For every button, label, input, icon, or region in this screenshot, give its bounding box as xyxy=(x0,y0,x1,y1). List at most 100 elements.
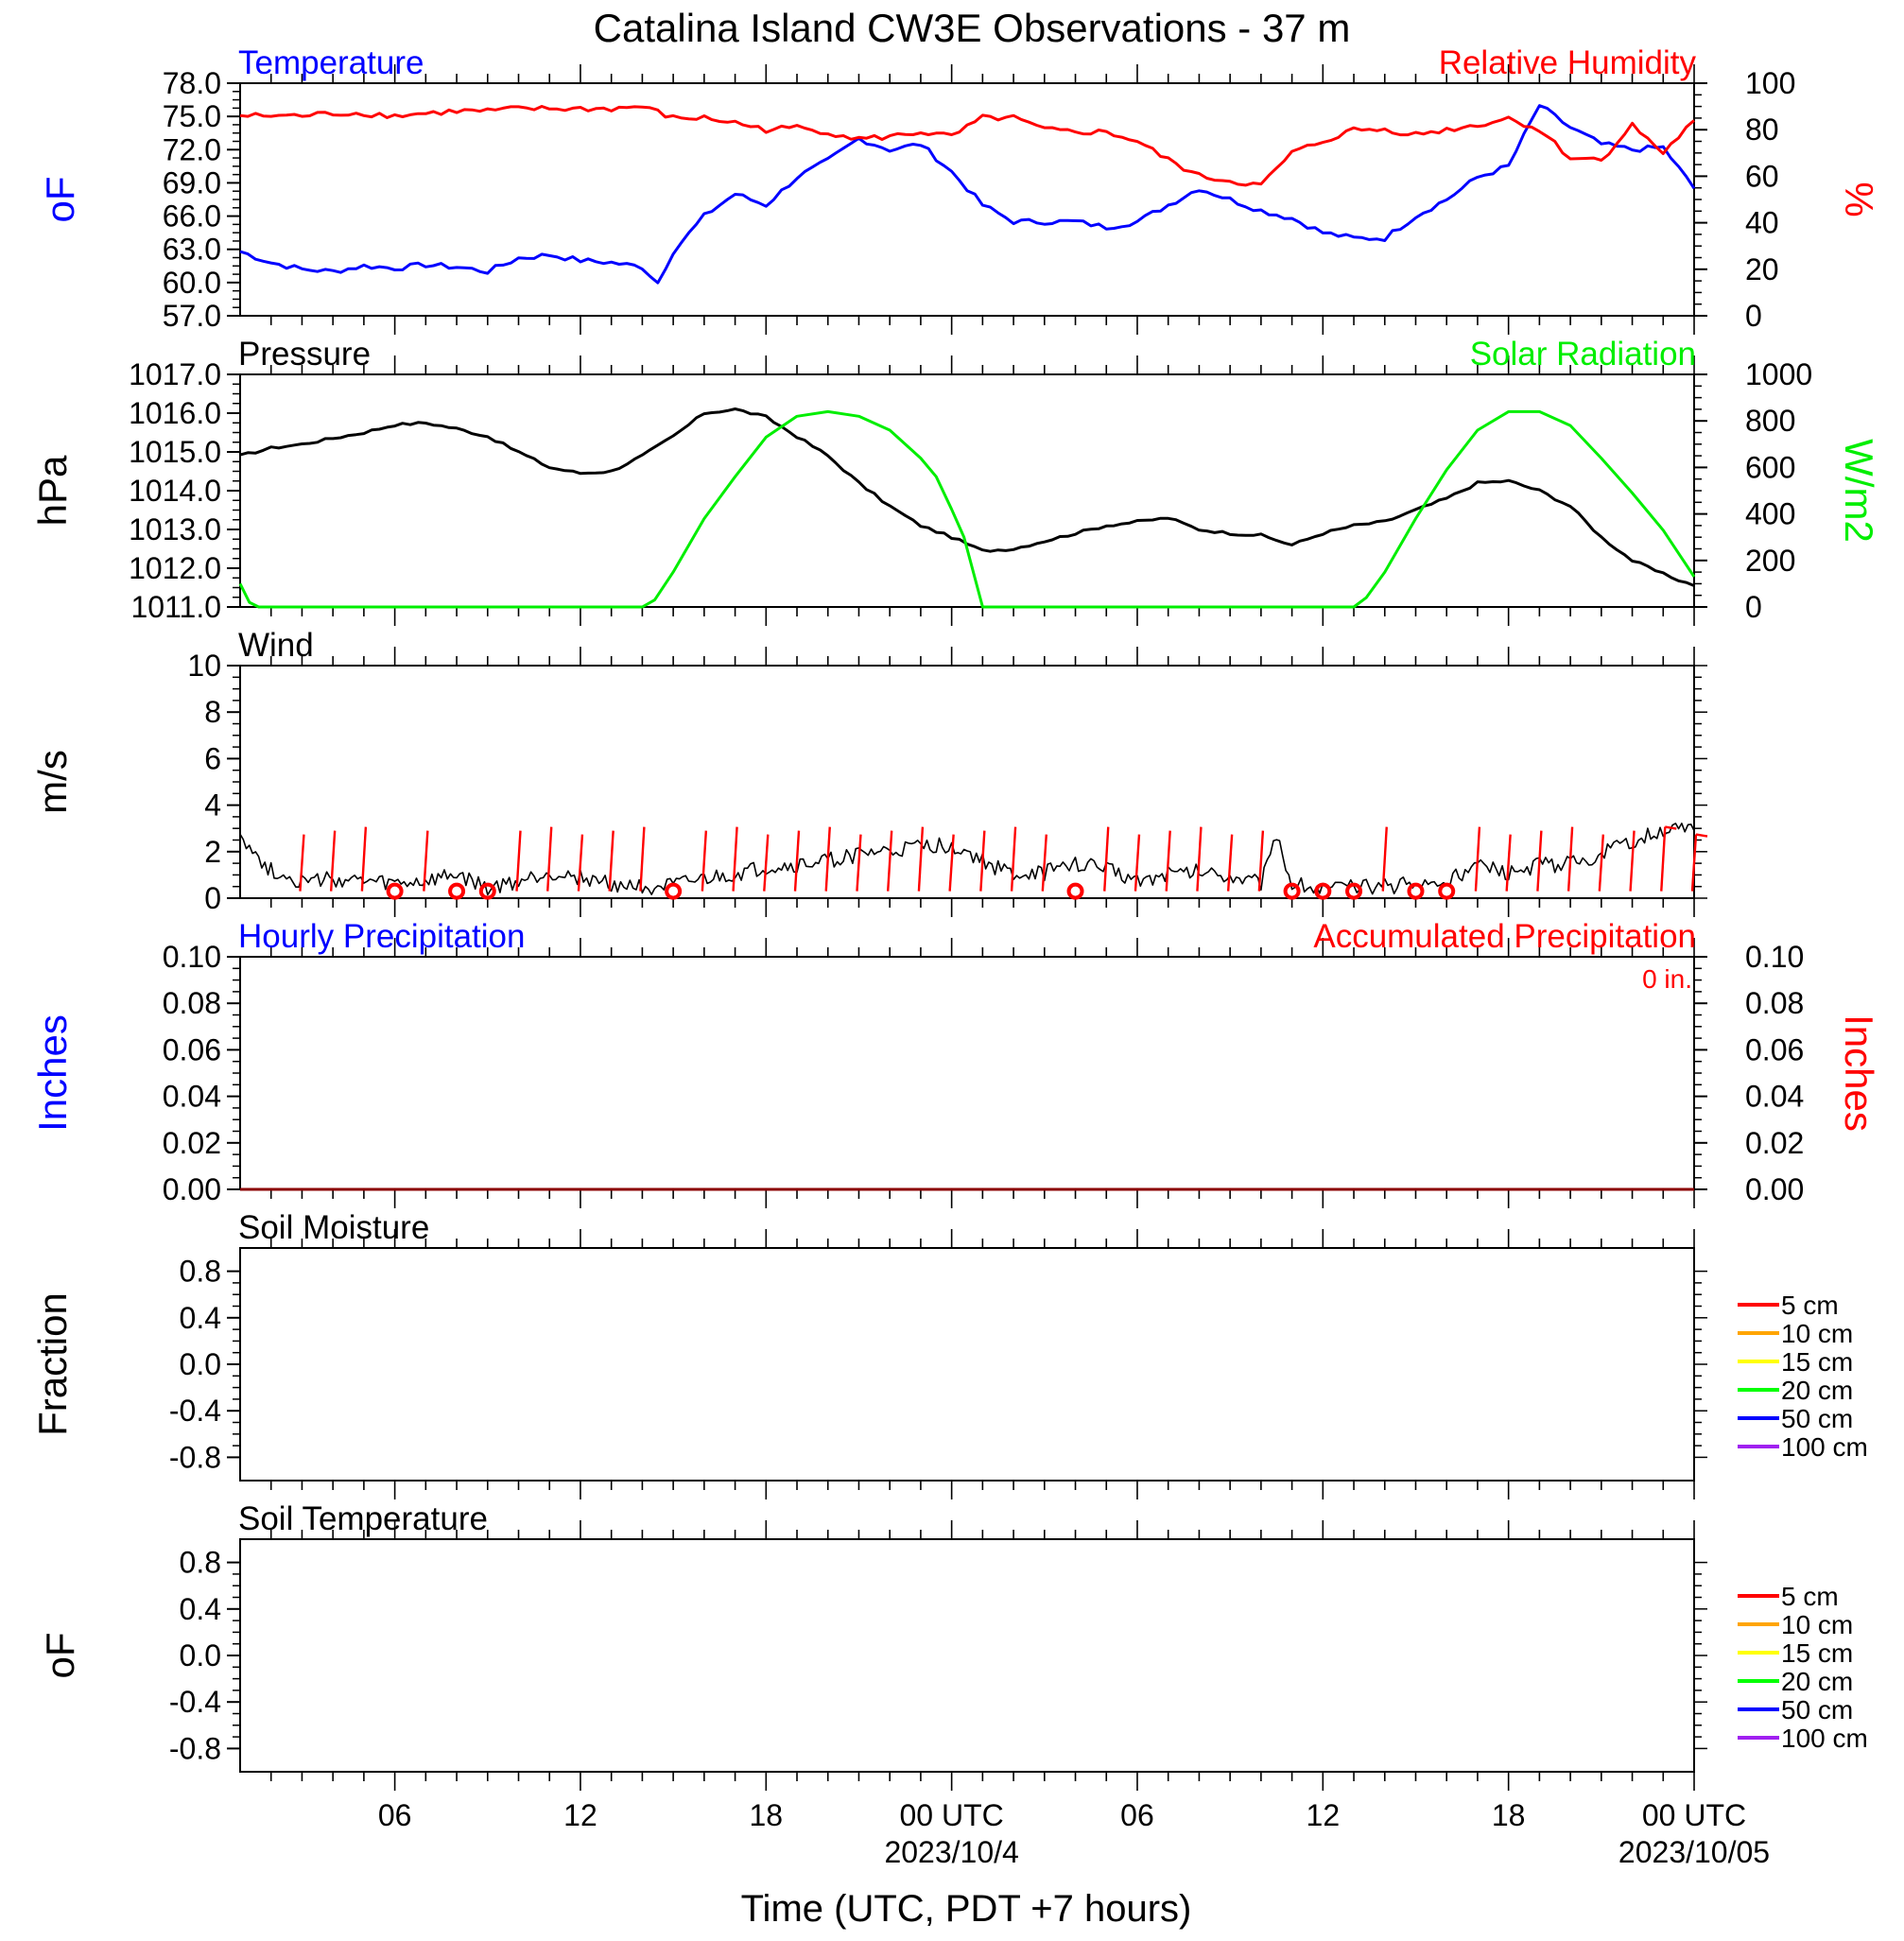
legend-label: 10 cm xyxy=(1781,1610,1853,1639)
right-y-ticks xyxy=(1694,1270,1707,1459)
wind-barb xyxy=(1257,830,1265,892)
wind-barb xyxy=(793,830,801,892)
x-ticks xyxy=(269,647,1695,917)
left-y-tick-label: 0.0 xyxy=(180,1638,221,1672)
panel-3: 0 2 4 6 8 10 Wind m/s xyxy=(30,627,1708,917)
calm-wind-marker xyxy=(1283,882,1301,900)
right-y-tick-label: 600 xyxy=(1745,450,1795,484)
left-y-tick-label: 75.0 xyxy=(163,99,221,133)
wind-barb xyxy=(1690,834,1698,892)
panel-title-left: Pressure xyxy=(238,336,371,373)
wind-barb xyxy=(1165,830,1171,892)
calm-wind-marker xyxy=(1407,882,1425,900)
wind-barb xyxy=(1103,826,1110,892)
left-y-tick-label: -0.4 xyxy=(169,1685,221,1719)
left-y-tick-label: 1017.0 xyxy=(129,357,221,391)
left-y-tick-label: 0.00 xyxy=(163,1172,221,1206)
wind-barb xyxy=(856,834,862,892)
left-y-tick-label: 0.0 xyxy=(180,1347,221,1381)
wind-barb xyxy=(948,834,955,892)
left-y-ticks: 0 2 4 6 8 10 xyxy=(187,649,240,915)
right-y-ticks xyxy=(1694,665,1707,899)
x-ticks xyxy=(269,64,1695,335)
calm-wind-marker xyxy=(478,882,496,900)
wind-barb xyxy=(763,834,770,892)
wind-barb xyxy=(1566,826,1574,892)
wind-barb xyxy=(917,826,925,892)
x-date-label: 2023/10/4 xyxy=(884,1835,1018,1869)
x-tick-label: 00 UTC xyxy=(1642,1798,1746,1832)
left-y-tick-label: 1013.0 xyxy=(129,512,221,546)
left-y-tick-label: -0.8 xyxy=(169,1440,221,1474)
left-y-ticks: -0.8 -0.4 0.0 0.4 0.8 xyxy=(169,1255,240,1474)
wind-barb xyxy=(701,830,708,892)
right-y-tick-label: 0.00 xyxy=(1745,1172,1804,1206)
wind-barb xyxy=(1134,834,1141,892)
left-y-tick-label: 72.0 xyxy=(163,132,221,166)
right-y-tick-label: 40 xyxy=(1745,206,1779,240)
wind-barb xyxy=(546,826,553,892)
panel-title-right: Relative Humidity xyxy=(1439,44,1697,81)
wind-barb xyxy=(1660,826,1667,892)
calm-wind-marker xyxy=(386,882,404,900)
left-y-label: Fraction xyxy=(30,1292,75,1436)
left-y-tick-label: 60.0 xyxy=(163,266,221,300)
x-tick-label: 00 UTC xyxy=(900,1798,1004,1832)
legend-label: 100 cm xyxy=(1781,1432,1868,1462)
series xyxy=(238,407,1696,609)
left-y-tick-label: 0.4 xyxy=(180,1592,221,1626)
right-y-ticks xyxy=(1694,1561,1707,1750)
left-y-tick-label: 1015.0 xyxy=(129,435,221,469)
series xyxy=(239,104,1696,285)
right-y-ticks: 0 200 400 600 800 1000 xyxy=(1694,357,1812,624)
left-y-tick-label: 1012.0 xyxy=(129,551,221,585)
calm-wind-marker xyxy=(1066,882,1084,900)
panel-title-right: Solar Radiation xyxy=(1470,336,1696,373)
left-y-tick-label: 1014.0 xyxy=(129,474,221,508)
calm-wind-marker xyxy=(448,882,466,900)
plot-frame xyxy=(239,956,1695,1190)
left-y-tick-label: 57.0 xyxy=(163,299,221,333)
calm-wind-marker xyxy=(1438,882,1456,900)
calm-wind-marker xyxy=(665,882,683,900)
wind-barbs xyxy=(299,825,1708,900)
left-y-tick-label: 66.0 xyxy=(163,199,221,234)
right-y-label: Inches xyxy=(1837,1014,1881,1132)
x-tick-label: 12 xyxy=(1307,1798,1341,1832)
right-y-tick-label: 400 xyxy=(1745,497,1795,531)
legend-label: 5 cm xyxy=(1781,1291,1839,1320)
wind-barb xyxy=(1010,826,1017,892)
panel-4: 0.00 0.02 0.04 0.06 0.08 0.10 0.00 0.02 0.04 0.06… xyxy=(30,918,1881,1208)
legend-label: 15 cm xyxy=(1781,1347,1853,1377)
figure-title: Catalina Island CW3E Observations - 37 m xyxy=(594,6,1351,50)
series-line-relative-humidity xyxy=(239,105,1695,187)
legend-label: 20 cm xyxy=(1781,1667,1853,1696)
wind-barb xyxy=(732,826,738,892)
wind-barb xyxy=(1474,826,1481,892)
left-y-tick-label: 0.06 xyxy=(163,1032,221,1066)
plot-frame xyxy=(239,373,1695,608)
calm-wind-marker xyxy=(1314,882,1332,900)
panels: 57.060.063.066.069.072.075.078.002040608… xyxy=(30,44,1881,1791)
plot-frame xyxy=(239,1247,1695,1482)
left-y-tick-label: 1016.0 xyxy=(129,396,221,430)
panel-title-left: Wind xyxy=(238,627,314,664)
panel-2: 1011.0 1012.0 1013.0 1014.0 1015.0 1016.0 1017… xyxy=(30,336,1881,626)
left-y-label: oF xyxy=(38,176,82,222)
right-y-label: % xyxy=(1837,182,1881,217)
left-y-label: m/s xyxy=(30,750,75,814)
left-y-tick-label: 0 xyxy=(204,881,221,915)
right-y-tick-label: 0.06 xyxy=(1745,1032,1804,1066)
left-y-ticks: 57.060.063.066.069.072.075.078.0 xyxy=(163,66,240,333)
x-ticks xyxy=(269,938,1695,1208)
panel-5: -0.8 -0.4 0.0 0.4 0.8 Soil Moisture Fraction 5 … xyxy=(30,1209,1868,1499)
right-y-tick-label: 0 xyxy=(1745,590,1762,624)
left-y-tick-label: 0.8 xyxy=(180,1546,221,1580)
x-tick-label: 18 xyxy=(750,1798,784,1832)
series-line-pressure xyxy=(239,407,1695,587)
panel-title-left: Soil Moisture xyxy=(238,1209,429,1246)
plot-frame xyxy=(239,82,1695,317)
